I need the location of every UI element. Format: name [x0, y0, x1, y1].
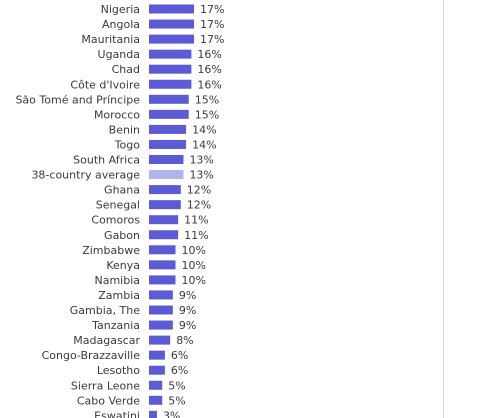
category-label: South Africa — [73, 154, 140, 167]
category-label: Morocco — [94, 108, 140, 121]
value-label: 17% — [200, 33, 224, 46]
bar — [149, 395, 163, 405]
bar — [149, 275, 176, 285]
category-label: Nigeria — [101, 3, 140, 16]
bar — [149, 19, 195, 29]
bar — [149, 350, 165, 360]
category-label: Gambia, The — [70, 304, 140, 317]
frame-border-right — [443, 0, 444, 418]
value-label: 9% — [179, 304, 196, 317]
category-label: Benin — [109, 123, 140, 136]
value-label: 10% — [182, 244, 206, 257]
bar — [149, 79, 192, 89]
value-label: 8% — [176, 334, 193, 347]
bar — [149, 290, 173, 300]
category-label: Congo-Brazzaville — [42, 349, 141, 362]
category-label: 38-country average — [31, 169, 140, 182]
value-label: 11% — [184, 229, 208, 242]
value-label: 10% — [182, 259, 206, 272]
bar — [149, 410, 157, 418]
category-label: Tanzania — [91, 319, 140, 332]
bar — [149, 49, 192, 59]
bar — [149, 34, 195, 44]
bar — [149, 215, 179, 225]
category-label: São Tomé and Príncipe — [15, 93, 140, 106]
value-label: 10% — [182, 274, 206, 287]
category-label: Ghana — [104, 184, 140, 197]
value-label: 14% — [192, 138, 216, 151]
value-label: 13% — [189, 169, 213, 182]
bar — [149, 124, 187, 134]
category-label: Sierra Leone — [71, 379, 140, 392]
category-label: Mauritania — [81, 33, 140, 46]
value-label: 14% — [192, 123, 216, 136]
value-label: 16% — [197, 78, 221, 91]
bar — [149, 185, 181, 195]
category-label: Senegal — [96, 199, 140, 212]
category-label: Madagascar — [73, 334, 140, 347]
category-label: Cabo Verde — [77, 394, 140, 407]
bar — [149, 380, 163, 390]
value-label: 5% — [168, 379, 185, 392]
value-label: 17% — [200, 18, 224, 31]
value-label: 9% — [179, 319, 196, 332]
bar — [149, 64, 192, 74]
value-label: 17% — [200, 3, 224, 16]
category-label: Namibia — [94, 274, 140, 287]
value-label: 9% — [179, 289, 196, 302]
value-label: 15% — [195, 108, 219, 121]
value-label: 3% — [163, 409, 180, 418]
value-label: 6% — [171, 364, 188, 377]
category-label: Lesotho — [97, 364, 140, 377]
value-label: 6% — [171, 349, 188, 362]
category-label: Zimbabwe — [82, 244, 140, 257]
value-label: 13% — [189, 154, 213, 167]
value-label: 15% — [195, 93, 219, 106]
bar-average — [149, 170, 184, 180]
bar — [149, 260, 176, 270]
category-label: Togo — [114, 138, 141, 151]
bar — [149, 4, 195, 14]
category-label: Kenya — [106, 259, 140, 272]
category-label: Eswatini — [94, 409, 140, 418]
bar — [149, 245, 176, 255]
value-label: 16% — [197, 63, 221, 76]
category-label: Chad — [112, 63, 140, 76]
bar — [149, 305, 173, 315]
bar — [149, 155, 184, 164]
bar — [149, 335, 171, 345]
category-label: Uganda — [98, 48, 140, 61]
category-label: Comoros — [91, 214, 140, 227]
category-label: Côte d'Ivoire — [70, 78, 140, 91]
category-label: Gabon — [104, 229, 140, 242]
value-label: 12% — [187, 184, 211, 197]
value-label: 16% — [197, 48, 221, 61]
value-label: 11% — [184, 214, 208, 227]
value-label: 5% — [168, 394, 185, 407]
bar — [149, 94, 189, 104]
bar — [149, 139, 187, 149]
bar — [149, 365, 165, 375]
bar — [149, 230, 179, 240]
bar — [149, 109, 189, 119]
bar — [149, 200, 181, 210]
category-label: Zambia — [98, 289, 140, 302]
value-label: 12% — [187, 199, 211, 212]
bar — [149, 320, 173, 330]
category-label: Angola — [102, 18, 140, 31]
